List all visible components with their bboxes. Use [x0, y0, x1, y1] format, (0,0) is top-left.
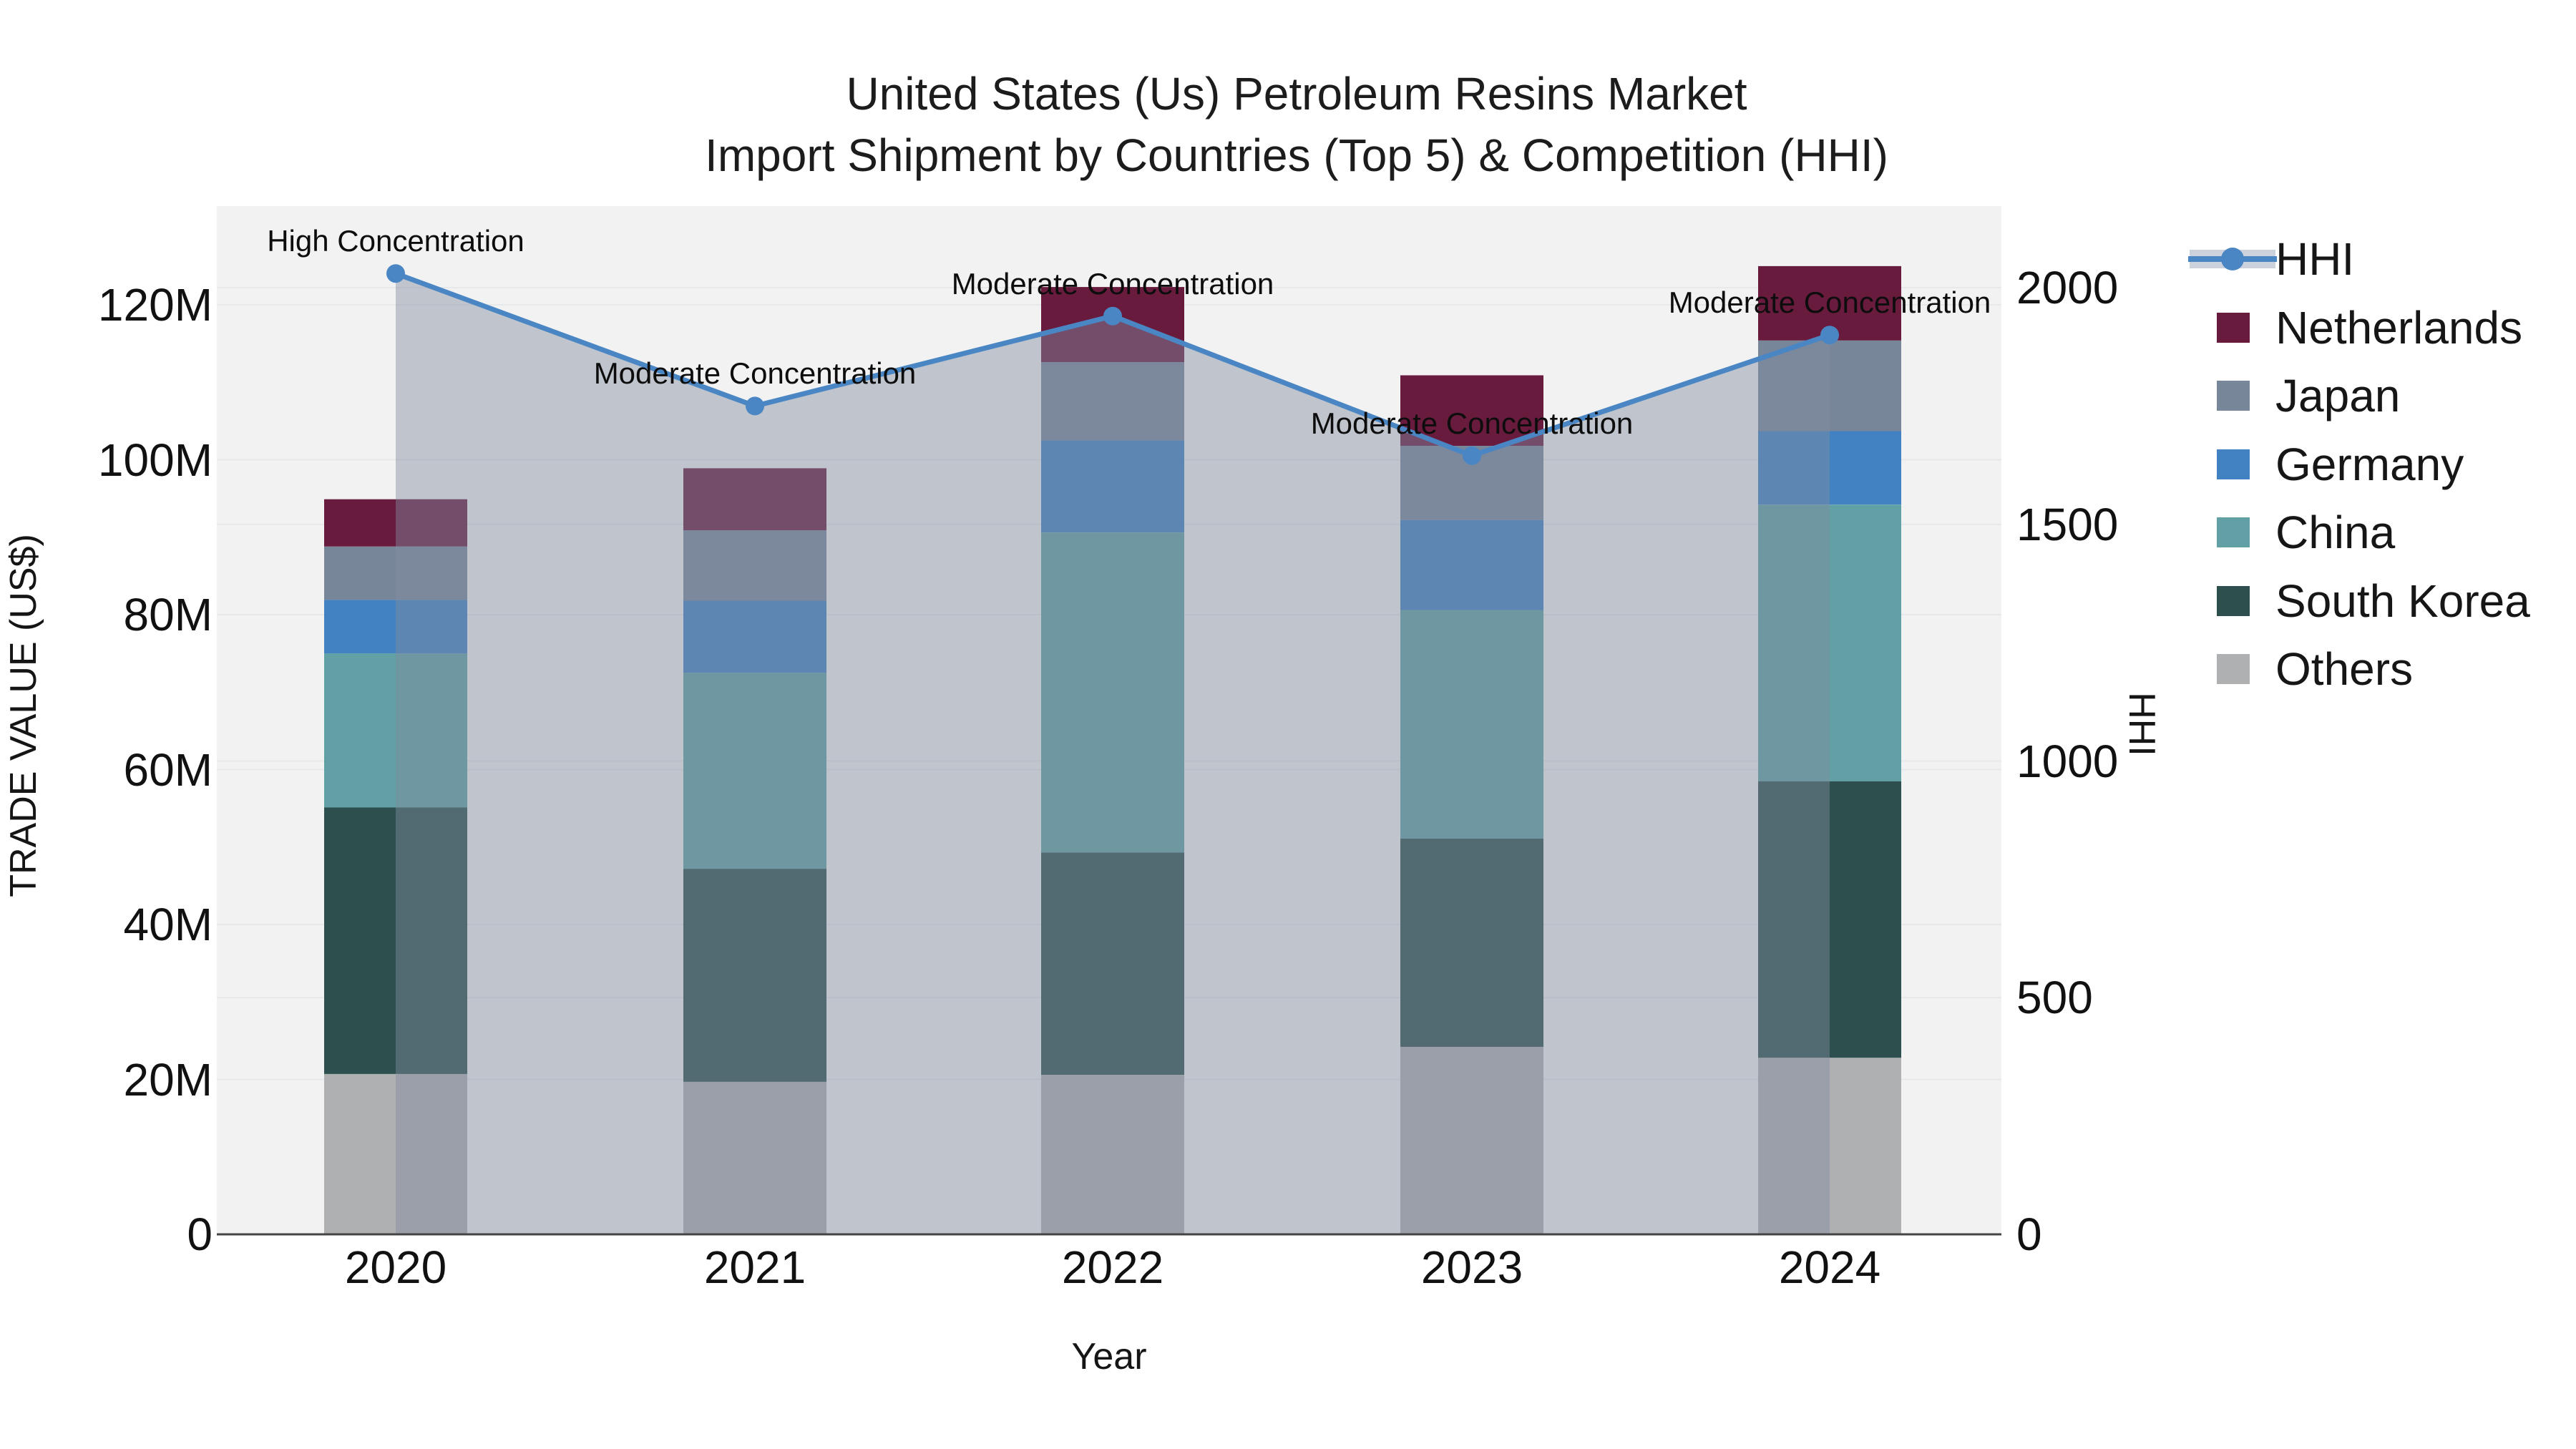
- legend-label: Germany: [2275, 439, 2464, 490]
- bar-segment-others-2024[interactable]: [1758, 1058, 1901, 1234]
- bar-segment-china-2021[interactable]: [683, 673, 826, 869]
- bar-segment-south-korea-2020[interactable]: [324, 807, 467, 1074]
- hhi-marker-2021[interactable]: [746, 396, 764, 416]
- plot-area: [217, 206, 2001, 1236]
- chart-title-line2: Import Shipment by Countries (Top 5) & C…: [705, 130, 1888, 181]
- y-left-tick-40M: 40M: [123, 899, 213, 950]
- annotation-2023: Moderate Concentration: [1310, 406, 1634, 440]
- legend-swatch-netherlands: [2217, 313, 2250, 343]
- x-tick-2020: 2020: [344, 1241, 447, 1293]
- y-right-tick-1500: 1500: [2016, 498, 2119, 550]
- bar-segment-germany-2023[interactable]: [1400, 519, 1543, 610]
- bar-segment-others-2021[interactable]: [683, 1081, 826, 1234]
- bar-segment-south-korea-2022[interactable]: [1041, 852, 1184, 1075]
- legend-label: HHI: [2275, 233, 2355, 285]
- bar-segment-japan-2024[interactable]: [1758, 340, 1901, 431]
- legend-swatch-south-korea: [2217, 586, 2250, 616]
- y-right-tick-0: 0: [2016, 1209, 2042, 1260]
- y-right-tick-1000: 1000: [2016, 735, 2119, 787]
- bar-segment-germany-2021[interactable]: [683, 600, 826, 673]
- hhi-area-band: [396, 273, 1830, 1235]
- bar-segment-germany-2020[interactable]: [324, 600, 467, 654]
- bar-segment-japan-2022[interactable]: [1041, 362, 1184, 441]
- bar-segment-others-2022[interactable]: [1041, 1075, 1184, 1234]
- bar-segment-china-2023[interactable]: [1400, 610, 1543, 839]
- bar-segment-japan-2021[interactable]: [683, 530, 826, 601]
- y-left-tick-120M: 120M: [97, 279, 213, 331]
- legend-label: Others: [2275, 643, 2414, 695]
- legend-swatch-germany: [2217, 449, 2250, 479]
- x-tick-2024: 2024: [1778, 1241, 1881, 1293]
- bar-segment-japan-2020[interactable]: [324, 546, 467, 600]
- x-tick-2021: 2021: [703, 1241, 806, 1293]
- bar-segment-south-korea-2024[interactable]: [1758, 781, 1901, 1058]
- y-right-tick-2000: 2000: [2016, 262, 2119, 313]
- y-right-tick-500: 500: [2016, 972, 2093, 1024]
- y-left-tick-80M: 80M: [123, 589, 213, 640]
- y-left-tick-0: 0: [187, 1209, 213, 1260]
- bar-segment-china-2022[interactable]: [1041, 532, 1184, 853]
- hhi-marker-2024[interactable]: [1820, 326, 1839, 345]
- annotation-2020: High Concentration: [267, 224, 525, 258]
- legend-swatch-others: [2217, 654, 2250, 684]
- legend-label: Netherlands: [2275, 302, 2523, 353]
- chart-title-line1: United States (Us) Petroleum Resins Mark…: [846, 68, 1747, 119]
- bar-segment-germany-2022[interactable]: [1041, 440, 1184, 533]
- legend-swatch-japan: [2217, 381, 2250, 411]
- hhi-legend-glyph: [2188, 248, 2277, 270]
- x-axis-title: Year: [1071, 1336, 1147, 1377]
- y-left-tick-60M: 60M: [123, 743, 213, 796]
- bar-segment-netherlands-2020[interactable]: [324, 499, 467, 547]
- hhi-marker-2020[interactable]: [386, 264, 405, 283]
- bar-segment-others-2020[interactable]: [324, 1073, 467, 1234]
- legend-swatch-china: [2217, 517, 2250, 547]
- bar-segment-south-korea-2021[interactable]: [683, 869, 826, 1082]
- chart-title: United States (Us) Petroleum Resins Mark…: [9, 63, 2576, 186]
- x-tick-2022: 2022: [1061, 1241, 1164, 1293]
- bar-segment-netherlands-2023[interactable]: [1400, 375, 1543, 447]
- legend-label: China: [2275, 507, 2396, 558]
- annotation-2024: Moderate Concentration: [1668, 286, 1991, 320]
- annotation-2021: Moderate Concentration: [593, 356, 917, 391]
- annotation-2022: Moderate Concentration: [951, 266, 1274, 301]
- bar-segment-netherlands-2021[interactable]: [683, 468, 826, 530]
- bar-segment-south-korea-2023[interactable]: [1400, 838, 1543, 1047]
- x-tick-2023: 2023: [1420, 1241, 1523, 1293]
- y-left-tick-100M: 100M: [97, 434, 213, 486]
- hhi-marker-2023[interactable]: [1463, 446, 1481, 465]
- legend-label: South Korea: [2275, 575, 2530, 627]
- bar-segment-germany-2024[interactable]: [1758, 431, 1901, 505]
- y-left-tick-20M: 20M: [123, 1053, 213, 1106]
- legend-label: Japan: [2275, 370, 2401, 421]
- bar-segment-china-2024[interactable]: [1758, 504, 1901, 781]
- bar-segment-china-2020[interactable]: [324, 653, 467, 808]
- bar-segment-others-2023[interactable]: [1400, 1047, 1543, 1234]
- hhi-marker-2022[interactable]: [1103, 306, 1122, 326]
